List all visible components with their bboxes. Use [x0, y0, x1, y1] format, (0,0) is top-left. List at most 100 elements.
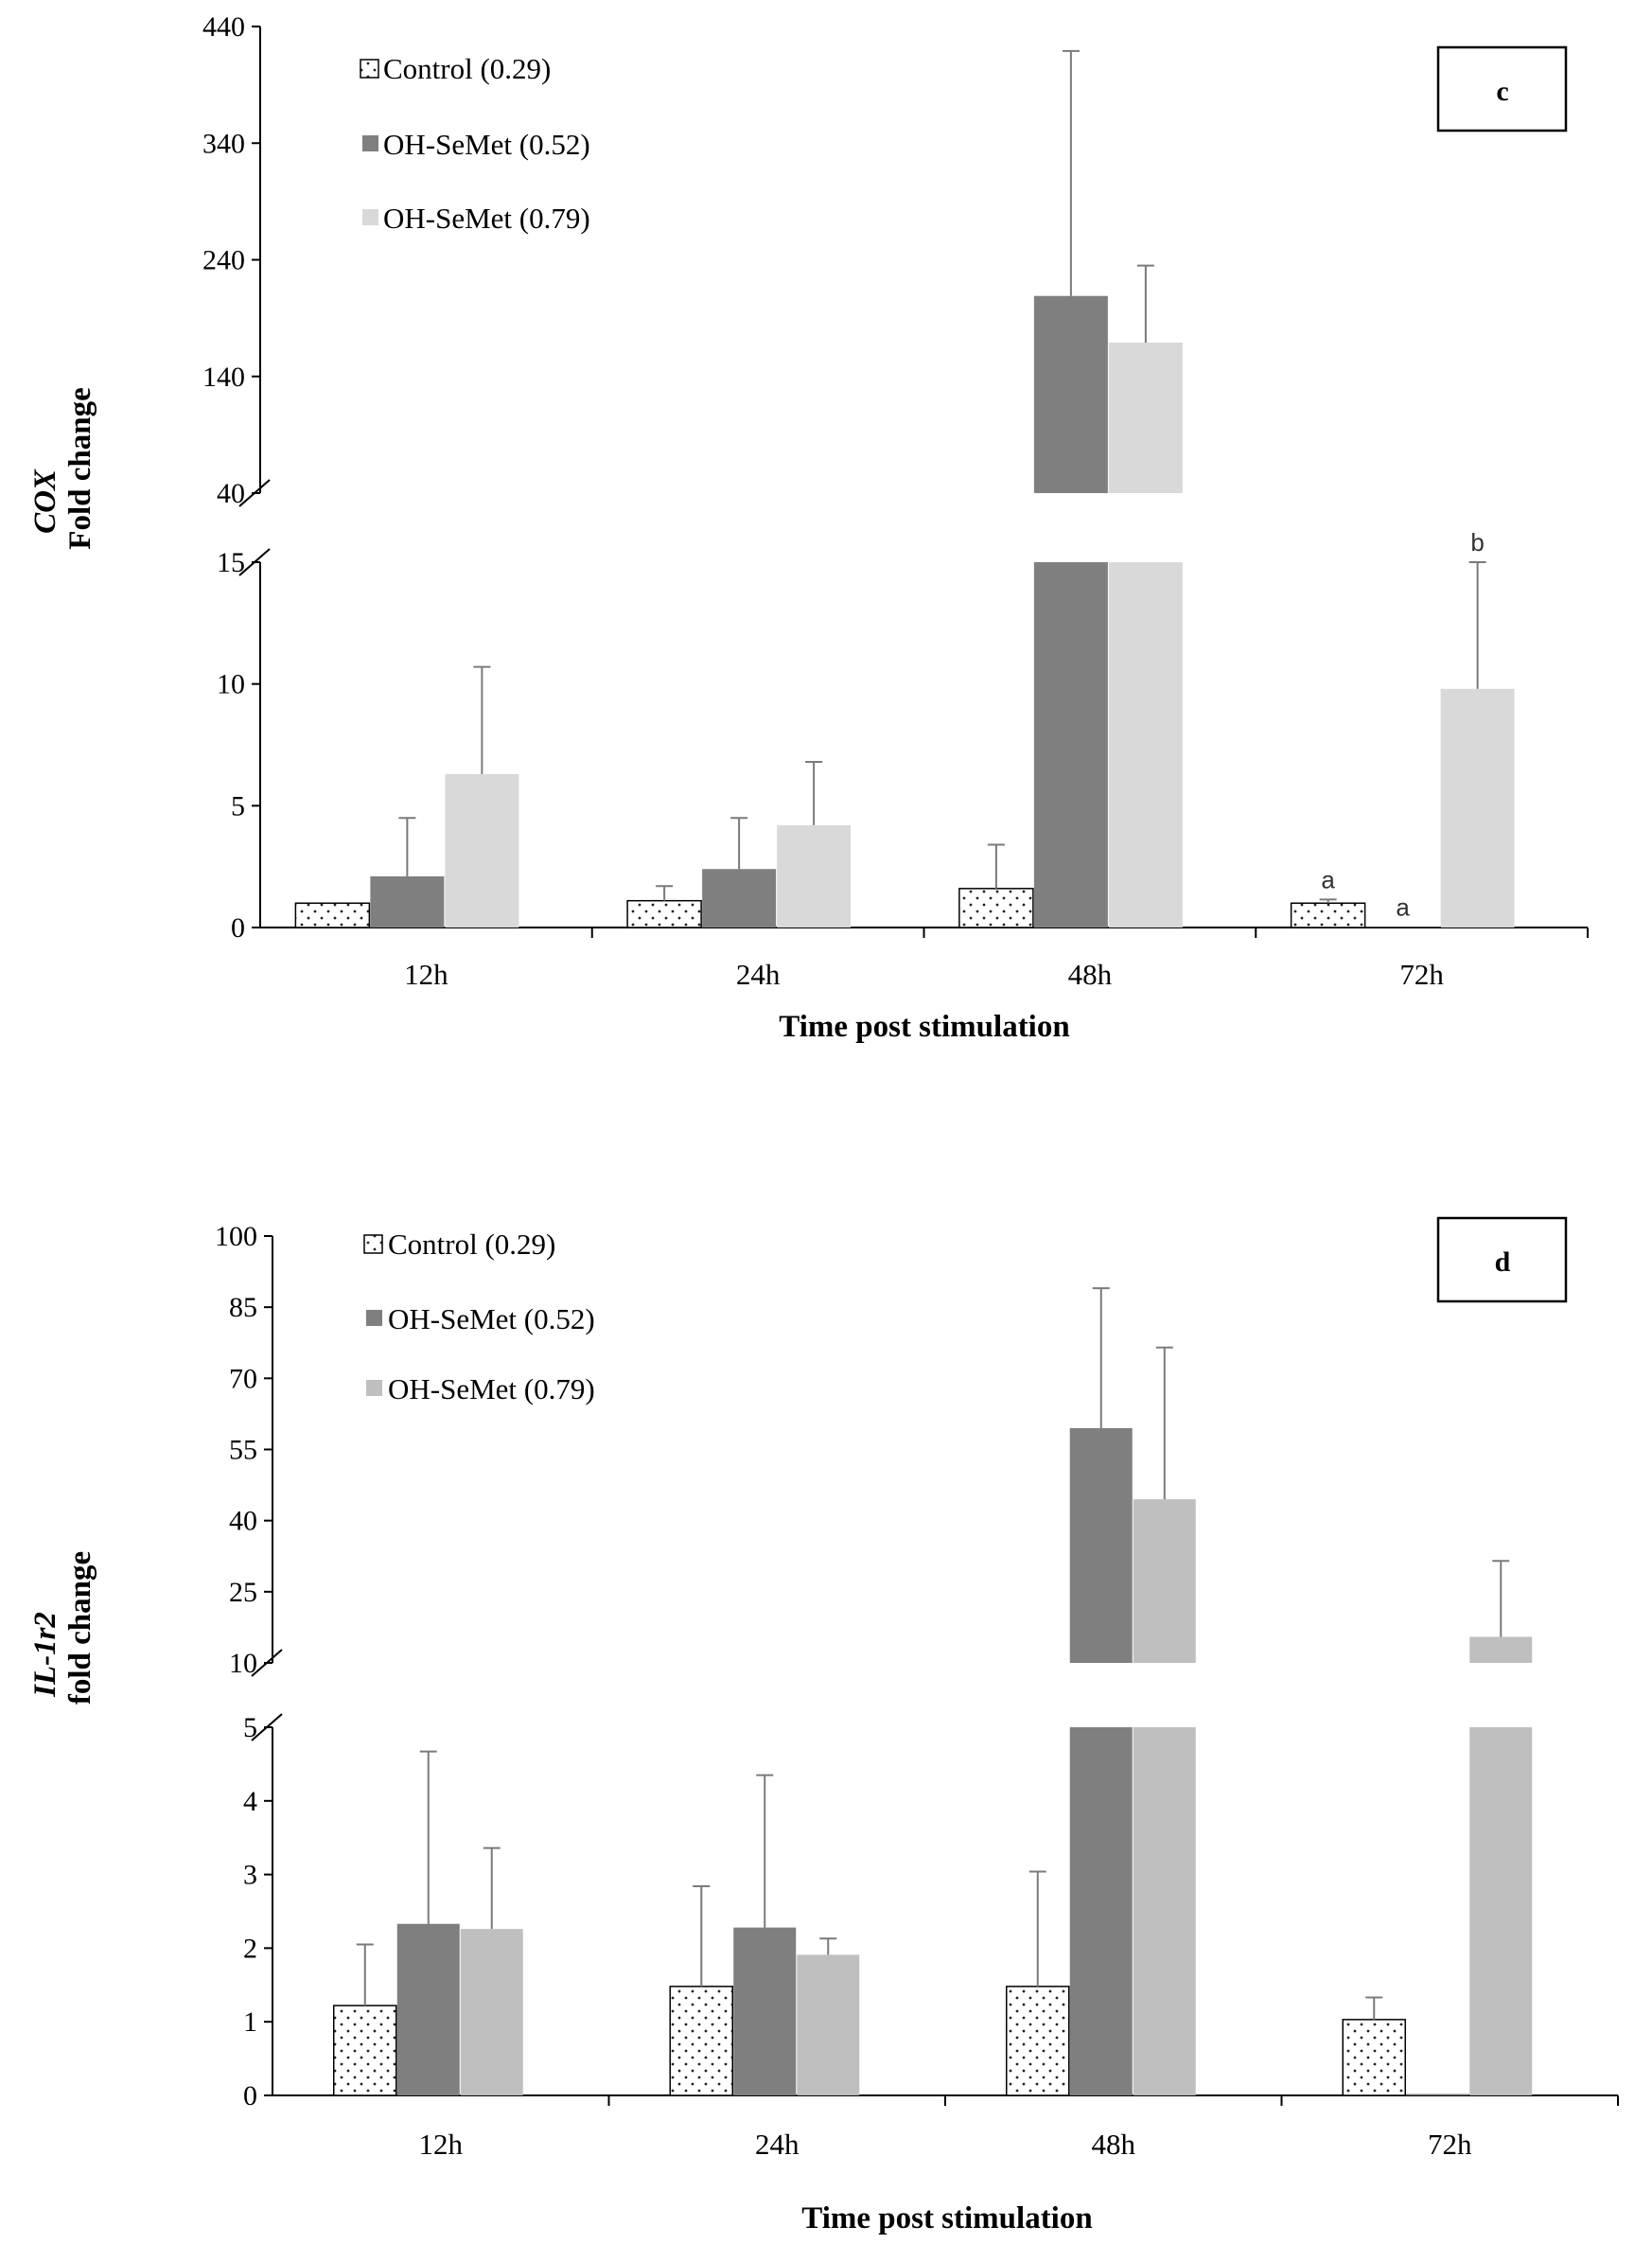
c-panel-box [1436, 45, 1568, 133]
d-bar-semet-079-72h [1469, 1727, 1533, 2095]
d-bar-control-12h [333, 2005, 397, 2096]
c-ylabel-gene: COX [28, 468, 62, 534]
c-bar-semet-052-48h [1033, 562, 1108, 928]
d-bar-semet-052-24h [733, 1927, 797, 2095]
c-x-tick-label: 12h [404, 958, 448, 991]
c-legend-label-semet-052: OH-SeMet (0.52) [383, 128, 590, 161]
c-ylabel-rest: Fold change [63, 387, 97, 549]
d-bar-semet-079-24h [797, 1954, 860, 2095]
d-panel-letter: d [1495, 1246, 1511, 1278]
c-bar-semet-052-12h [370, 875, 445, 928]
panel-c-chart: 0 5 10 15 40 140 240 340 440 12h 24h 48h 72h a a b COX … [28, 11, 1589, 1044]
c-y-tick-label: 440 [202, 11, 245, 43]
d-bar-control-48h [1006, 1986, 1070, 2096]
c-bar-semet-079-24h [777, 824, 852, 928]
c-bar-semet-052-24h [702, 869, 777, 928]
c-y-tick-label: 10 [217, 669, 245, 700]
d-legend-item-control: Control (0.29) [363, 1228, 555, 1261]
c-bar-semet-079-48h [1108, 562, 1183, 928]
c-y-tick-label: 40 [217, 478, 245, 509]
c-y-axis-label: COX Fold change [28, 387, 97, 549]
d-y-tick-label: 55 [229, 1435, 257, 1466]
d-legend-label-semet-079: OH-SeMet (0.79) [388, 1372, 595, 1405]
c-y-tick-label: 0 [231, 912, 245, 944]
c-significance-letter: a [1396, 892, 1410, 921]
c-bar-control-48h [958, 888, 1034, 928]
d-y-axis-label: IL-1r2 fold change [28, 1551, 97, 1705]
d-legend-swatch-semet-052 [366, 1310, 382, 1326]
c-legend-item-semet-052: OH-SeMet (0.52) [362, 128, 590, 161]
d-bar-semet-079-48h [1133, 1727, 1196, 2095]
c-y-tick-label: 5 [231, 790, 245, 822]
c-x-tick-label: 48h [1068, 958, 1113, 991]
d-bar-semet-079-48h-upper [1133, 1499, 1196, 1663]
d-legend-label-semet-052: OH-SeMet (0.52) [388, 1302, 595, 1335]
c-significance-letter: a [1321, 865, 1335, 893]
d-y-tick-label: 100 [215, 1221, 257, 1252]
d-x-tick-label: 12h [419, 2128, 464, 2161]
c-legend-item-control: Control (0.29) [360, 52, 551, 85]
c-legend-item-semet-079: OH-SeMet (0.79) [362, 202, 590, 235]
c-significance-letter: b [1470, 528, 1484, 557]
c-y-tick-label: 340 [202, 128, 245, 159]
c-bars-layer [294, 49, 1515, 928]
c-bar-control-24h [626, 899, 702, 928]
d-bar-control-24h [669, 1986, 733, 2096]
d-tick-labels-layer: 0 1 2 3 4 5 10 25 40 55 70 85 100 12h 24h 48h 72h [215, 1221, 1472, 2161]
d-legend-item-semet-079: OH-SeMet (0.79) [366, 1372, 595, 1405]
d-y-tick-label: 70 [229, 1363, 257, 1394]
d-legend-swatch-semet-079 [366, 1380, 382, 1396]
d-y-tick-label: 1 [243, 2006, 257, 2038]
c-legend-label-control: Control (0.29) [383, 52, 551, 85]
c-axes-layer [238, 26, 1589, 938]
c-x-tick-label: 24h [736, 958, 781, 991]
c-y-tick-label: 240 [202, 245, 245, 276]
d-legend-label-control: Control (0.29) [388, 1228, 555, 1261]
c-y-tick-label: 15 [217, 547, 245, 578]
d-y-tick-label: 5 [243, 1712, 257, 1743]
d-ylabel-gene: IL-1r2 [28, 1612, 62, 1698]
d-panel-box [1436, 1216, 1568, 1303]
c-y-tick-label: 140 [202, 362, 245, 393]
d-y-tick-label: 10 [229, 1648, 257, 1679]
d-legend-item-semet-052: OH-SeMet (0.52) [366, 1302, 595, 1335]
c-panel-label-box: c [1436, 45, 1568, 133]
d-x-tick-label: 24h [755, 2128, 800, 2161]
d-x-tick-label: 72h [1428, 2128, 1472, 2161]
d-bar-semet-052-48h-upper [1069, 1427, 1133, 1663]
c-legend-label-semet-079: OH-SeMet (0.79) [383, 202, 590, 235]
d-bar-semet-052-12h [396, 1923, 460, 2095]
d-y-tick-label: 3 [243, 1860, 257, 1891]
c-bar-semet-052-72h [1365, 927, 1440, 928]
panel-d-chart: 0 1 2 3 4 5 10 25 40 55 70 85 100 12h 24h 48h 72h IL-1r2… [28, 1216, 1619, 2235]
d-legend: Control (0.29) OH-SeMet (0.52) OH-SeMet … [363, 1228, 595, 1405]
c-bar-semet-079-72h [1440, 688, 1515, 928]
d-y-tick-label: 85 [229, 1292, 257, 1323]
d-x-tick-label: 48h [1092, 2128, 1136, 2161]
c-bar-semet-079-12h [445, 773, 519, 928]
c-bar-control-72h [1290, 902, 1366, 928]
d-bar-semet-052-48h [1069, 1727, 1133, 2095]
d-x-axis-title: Time post stimulation [801, 2201, 1092, 2235]
c-bar-semet-079-48h-upper [1108, 343, 1183, 493]
d-ylabel-rest: fold change [63, 1551, 97, 1705]
d-panel-label-box: d [1436, 1216, 1568, 1303]
c-legend: Control (0.29) OH-SeMet (0.52) OH-SeMet … [360, 52, 590, 235]
d-y-tick-label: 0 [243, 2080, 257, 2111]
d-bars-layer [333, 1287, 1533, 2096]
d-legend-swatch-control [363, 1234, 383, 1254]
c-legend-swatch-semet-079 [362, 209, 378, 225]
c-x-tick-label: 72h [1399, 958, 1444, 991]
d-bar-semet-079-12h [460, 1929, 523, 2095]
d-y-tick-label: 2 [243, 1933, 257, 1964]
c-x-axis-title: Time post stimulation [779, 1010, 1069, 1044]
d-bar-control-72h [1342, 2019, 1406, 2096]
c-legend-swatch-control [360, 59, 379, 79]
d-y-tick-label: 4 [243, 1786, 257, 1817]
d-y-tick-label: 40 [229, 1506, 257, 1537]
d-bar-semet-079-72h-upper [1469, 1636, 1533, 1663]
c-panel-letter: c [1496, 76, 1508, 107]
c-tick-labels-layer: 0 5 10 15 40 140 240 340 440 12h 24h 48h 72h a a b [202, 11, 1485, 991]
c-bar-semet-052-48h-upper [1033, 295, 1108, 493]
